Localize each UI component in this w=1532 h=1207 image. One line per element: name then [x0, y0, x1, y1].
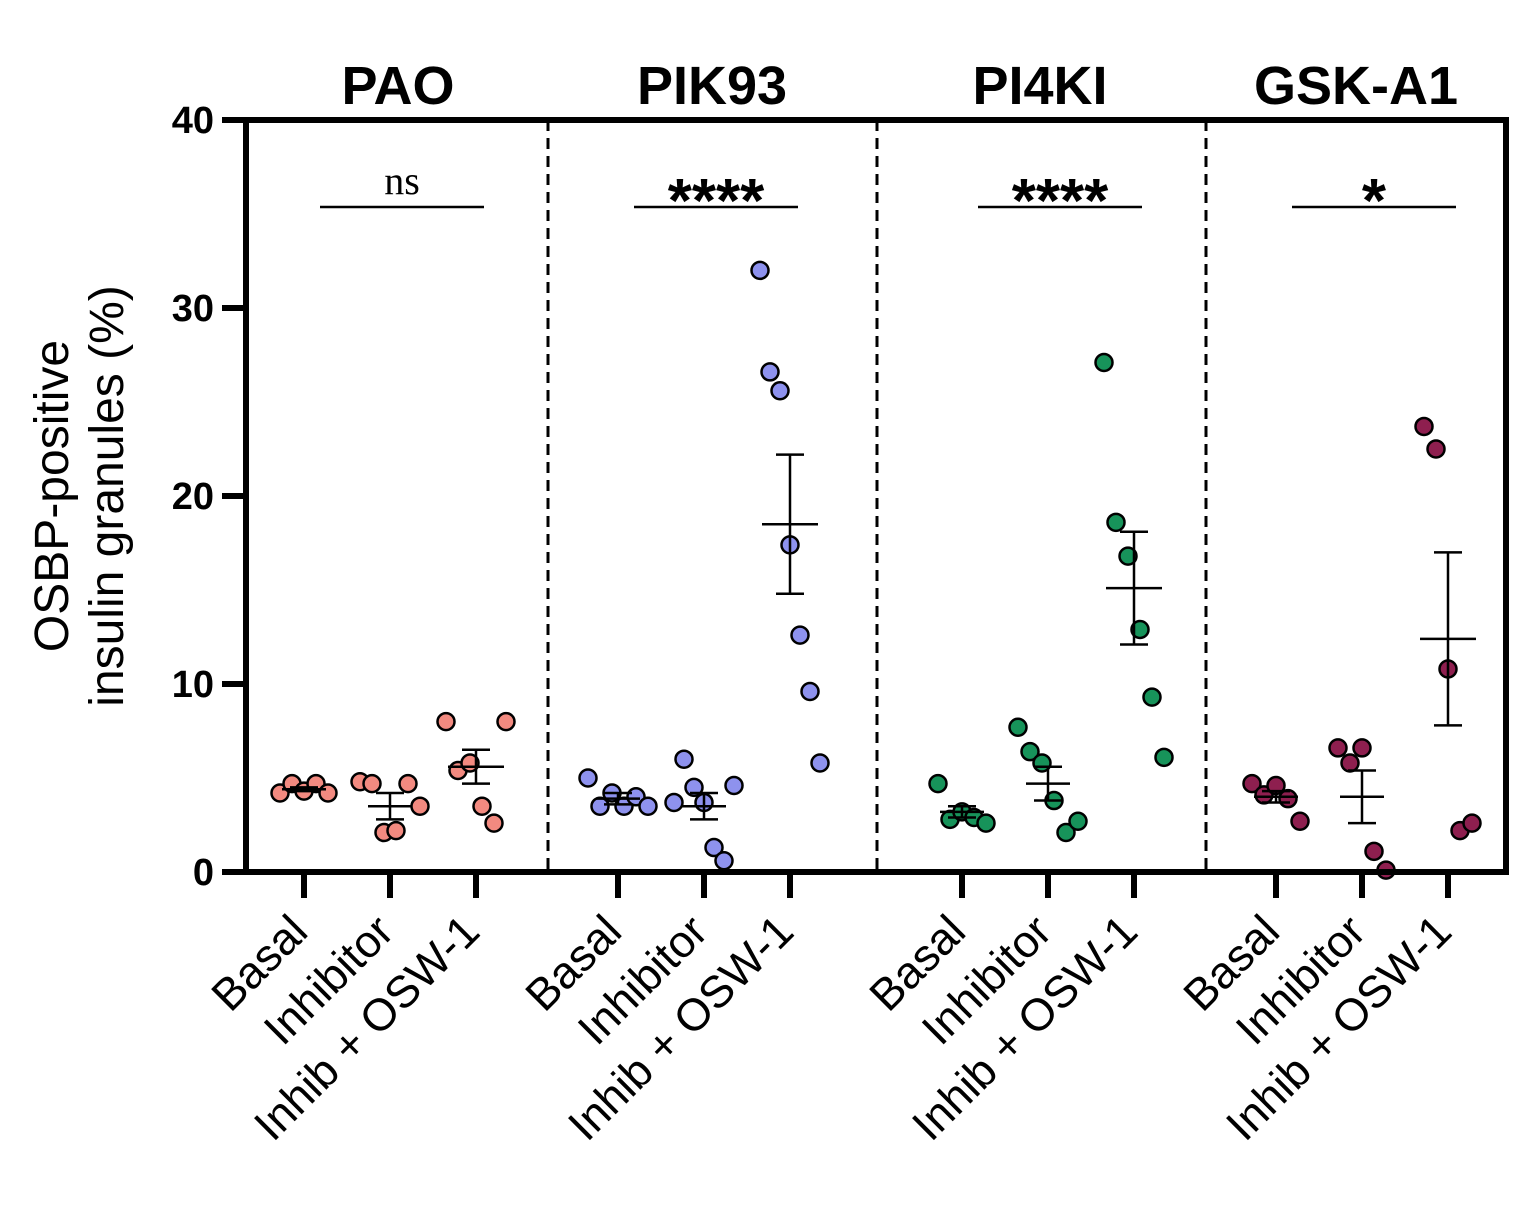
data-point — [1290, 811, 1310, 831]
data-point — [410, 796, 430, 816]
y-axis-label-line2: insulin granules (%) — [81, 285, 134, 707]
data-point — [1352, 738, 1372, 758]
group-title-pi4ki: PI4KI — [972, 56, 1107, 116]
data-point — [1130, 619, 1150, 640]
data-point — [664, 792, 684, 813]
data-point — [1094, 352, 1114, 373]
data-point — [386, 820, 406, 841]
group-title-gsk-a1: GSK-A1 — [1254, 56, 1458, 116]
y-axis-label-line1: OSBP-positive — [26, 340, 79, 652]
y-tick-label: 0 — [193, 852, 214, 894]
significance-annotations: ns **** **** * — [320, 158, 1456, 236]
data-point — [674, 749, 694, 769]
data-point — [1414, 416, 1434, 437]
data-point — [750, 260, 770, 281]
data-point — [724, 775, 744, 796]
data-point — [1462, 813, 1482, 833]
significance-label: * — [1362, 167, 1387, 236]
data-point — [1008, 717, 1028, 737]
data-point — [1328, 738, 1348, 758]
data-point — [362, 773, 382, 794]
y-tick-label: 30 — [172, 288, 214, 330]
data-point — [800, 681, 820, 702]
data-point — [684, 777, 704, 798]
data-point — [484, 813, 504, 833]
data-point — [1068, 811, 1088, 831]
data-point — [810, 753, 830, 773]
data-point — [398, 773, 418, 794]
data-point — [496, 711, 516, 732]
data-point — [1020, 741, 1040, 762]
group-title-pik93: PIK93 — [637, 56, 787, 116]
data-point — [790, 625, 810, 645]
data-point — [928, 773, 948, 794]
y-axis-ticks: 0 10 20 30 40 — [172, 100, 246, 894]
y-tick-label: 20 — [172, 476, 214, 518]
data-point — [1340, 753, 1360, 773]
data-point — [1364, 841, 1384, 862]
data-point — [1278, 788, 1298, 809]
y-tick-label: 40 — [172, 100, 214, 142]
data-point — [704, 837, 724, 858]
data-point — [714, 850, 734, 871]
significance-label: **** — [1012, 167, 1109, 236]
y-axis-label: OSBP-positive insulin granules (%) — [26, 285, 134, 707]
data-point — [1106, 512, 1126, 533]
data-point — [318, 783, 338, 803]
data-point — [770, 380, 790, 401]
data-point — [1426, 439, 1446, 459]
data-point — [1118, 546, 1138, 566]
data-point — [1154, 747, 1174, 768]
group-titles: PAO PIK93 PI4KI GSK-A1 — [341, 56, 1458, 116]
data-point — [1056, 822, 1076, 843]
group-title-pao: PAO — [341, 56, 454, 116]
data-point — [1242, 773, 1262, 794]
significance-label: ns — [384, 158, 420, 203]
data-point — [976, 813, 996, 833]
data-point — [760, 362, 780, 382]
data-point — [578, 768, 598, 788]
error-bars — [282, 453, 1476, 825]
data-point — [1142, 687, 1162, 707]
data-point — [472, 796, 492, 816]
significance-label: **** — [668, 167, 765, 236]
data-point — [638, 796, 658, 816]
data-point — [436, 711, 456, 732]
y-tick-label: 10 — [172, 664, 214, 706]
